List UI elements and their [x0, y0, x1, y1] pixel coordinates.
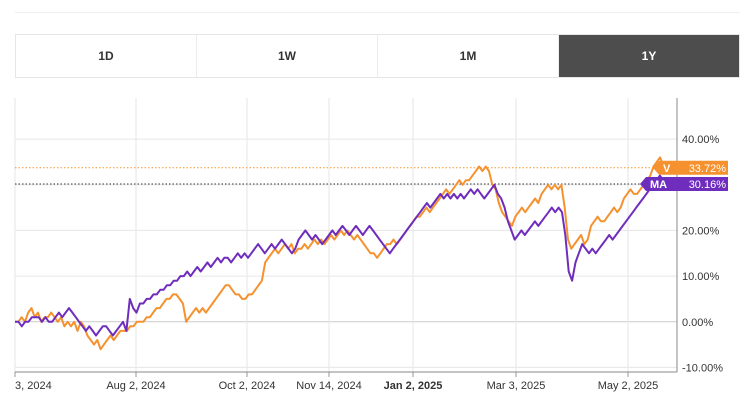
- badge-label-ma: MA: [650, 179, 667, 191]
- series-line-v: [15, 156, 671, 351]
- tab-1y[interactable]: 1Y: [559, 35, 739, 77]
- x-tick-label: Jan 2, 2025: [384, 380, 443, 392]
- x-tick-label: Mar 3, 2025: [487, 380, 546, 392]
- y-tick-label: 40.00%: [682, 134, 720, 146]
- tab-1m[interactable]: 1M: [378, 35, 559, 77]
- badge-label-v: V: [663, 163, 671, 175]
- badge-ma: [640, 177, 728, 192]
- badge-value-v: 33.72%: [689, 163, 727, 175]
- x-tick-label: Nov 14, 2024: [296, 380, 361, 392]
- y-tick-label: 20.00%: [682, 225, 720, 237]
- badge-v: [653, 160, 728, 175]
- x-tick-label: 3, 2024: [15, 380, 52, 392]
- badge-value-ma: 30.16%: [689, 179, 727, 191]
- x-tick-label: Aug 2, 2024: [106, 380, 165, 392]
- range-tabs: 1D 1W 1M 1Y: [15, 34, 740, 78]
- y-tick-label: -10.00%: [682, 362, 723, 374]
- top-divider: [15, 12, 740, 13]
- x-tick-label: May 2, 2025: [598, 380, 659, 392]
- tab-1w[interactable]: 1W: [197, 35, 378, 77]
- y-tick-label: 0.00%: [682, 317, 713, 329]
- tab-1d[interactable]: 1D: [16, 35, 197, 77]
- x-tick-label: Oct 2, 2024: [219, 380, 276, 392]
- series-line-ma: [15, 174, 671, 337]
- y-tick-label: 10.00%: [682, 271, 720, 283]
